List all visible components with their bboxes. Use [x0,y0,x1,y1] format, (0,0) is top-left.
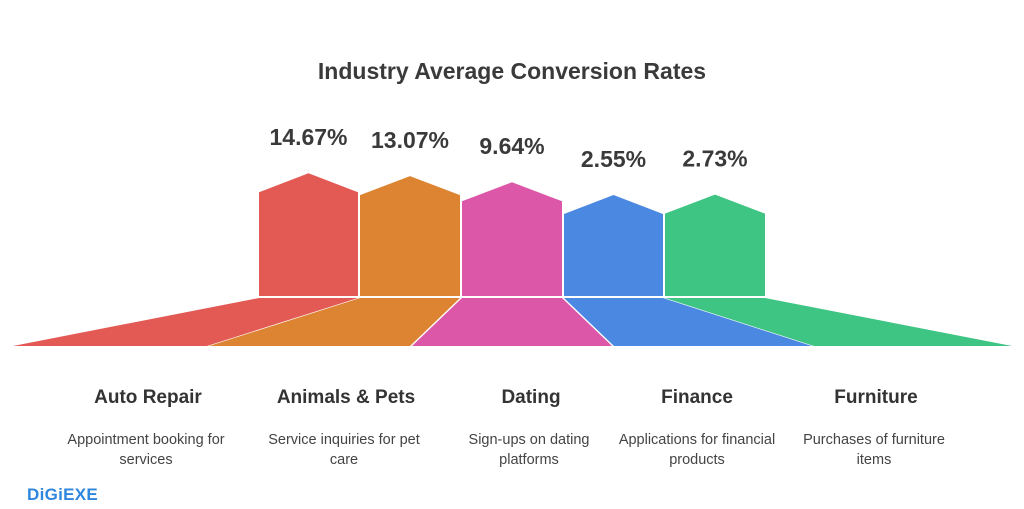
value-label: 9.64% [479,133,544,159]
bar [462,182,562,296]
bar [259,173,358,296]
bar [360,176,460,296]
category-label: Animals & Pets [276,387,416,408]
category-label: Dating [501,387,561,408]
category-description: Sign-ups on dating platforms [468,432,590,468]
category-description: Applications for financial products [618,432,776,468]
value-label: 2.55% [581,146,646,172]
logo: DiGiEXE [27,485,99,504]
chart-title: Industry Average Conversion Rates [317,58,707,84]
category-label: Finance [661,387,733,408]
value-label: 14.67% [269,124,347,150]
base-segment [412,298,612,346]
category-label: Furniture [834,387,918,408]
bar [665,194,765,296]
value-label: 13.07% [371,127,449,153]
value-label: 2.73% [682,146,747,172]
category-description: Service inquiries for pet care [268,432,420,468]
bar [564,195,663,296]
base-segment [564,298,812,346]
category-label: Auto Repair [94,387,202,408]
category-description: Purchases of furniture items [803,432,945,468]
category-description: Appointment booking for services [67,432,225,468]
base-segment [209,298,460,346]
base-segment [665,298,1012,346]
base-segment [13,298,358,346]
